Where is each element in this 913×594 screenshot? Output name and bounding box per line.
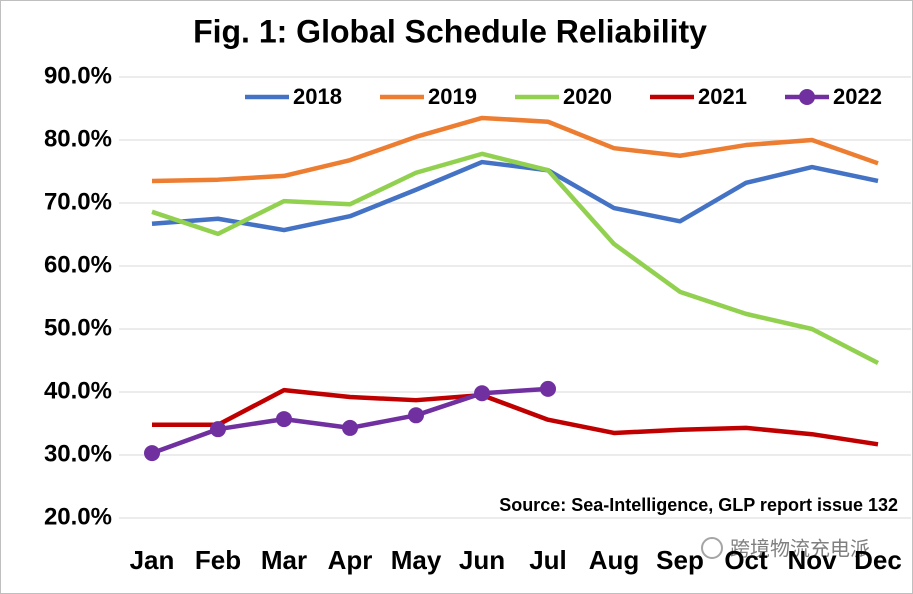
series-marker	[408, 407, 424, 424]
chart-title: Fig. 1: Global Schedule Reliability	[193, 13, 707, 49]
y-tick-label: 80.0%	[44, 125, 112, 152]
y-tick-label: 50.0%	[44, 314, 112, 341]
watermark-group: 跨境物流充电派	[701, 537, 870, 560]
x-tick-label: Sep	[656, 545, 704, 575]
x-tick-label: Feb	[195, 545, 241, 575]
watermark: 跨境物流充电派	[730, 537, 870, 560]
series-line	[151, 151, 880, 366]
x-tick-label: Oct	[724, 545, 768, 575]
series-marker	[276, 411, 292, 428]
legend-marker	[799, 89, 815, 105]
series-marker	[144, 445, 160, 462]
series-marker	[474, 385, 490, 402]
x-tick-label: Aug	[589, 545, 640, 575]
x-tick-label: Mar	[261, 545, 307, 575]
x-tick-label: Nov	[787, 545, 837, 575]
y-tick-label: 40.0%	[44, 377, 112, 404]
legend-label: 2020	[563, 84, 612, 109]
legend-label: 2022	[833, 84, 882, 109]
x-tick-label: Apr	[328, 545, 373, 575]
series-marker	[342, 419, 358, 436]
series-marker	[210, 421, 226, 438]
legend-label: 2019	[428, 84, 477, 109]
y-tick-label: 60.0%	[44, 251, 112, 278]
x-tick-label: Jun	[459, 545, 505, 575]
y-tick-label: 70.0%	[44, 188, 112, 215]
series-line	[151, 159, 879, 233]
x-tick-label: May	[391, 545, 442, 575]
series-line	[151, 115, 879, 184]
y-tick-label: 30.0%	[44, 440, 112, 467]
source-annotation: Source: Sea-Intelligence, GLP report iss…	[499, 495, 898, 515]
legend-label: 2018	[293, 84, 342, 109]
y-tick-label: 20.0%	[44, 503, 112, 530]
x-tick-label: Jul	[529, 545, 567, 575]
x-tick-label: Jan	[130, 545, 175, 575]
series-line	[152, 387, 879, 447]
legend-label: 2021	[698, 84, 747, 109]
series-marker	[540, 380, 556, 397]
y-tick-label: 90.0%	[44, 62, 112, 89]
x-tick-label: Dec	[854, 545, 902, 575]
watermark-icon	[701, 537, 723, 559]
